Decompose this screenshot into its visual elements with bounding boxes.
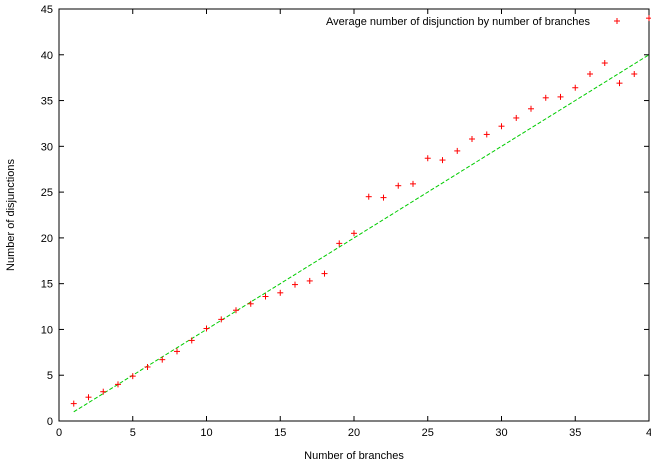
fit-line [73, 54, 650, 413]
data-point [144, 363, 151, 370]
data-point [469, 136, 475, 143]
data-point [203, 325, 210, 332]
data-point [646, 15, 651, 22]
x-tick-label: 35 [569, 427, 581, 439]
data-point [513, 114, 520, 121]
data-point [395, 182, 402, 189]
data-point [277, 289, 284, 296]
data-point [351, 230, 357, 237]
y-tick-label: 35 [41, 96, 53, 108]
y-tick-label: 30 [41, 141, 53, 153]
data-point [188, 337, 195, 344]
data-point [380, 194, 387, 201]
x-axis-label: Number of branches [304, 450, 404, 462]
legend-plus-icon [614, 18, 620, 24]
data-point [587, 71, 593, 78]
plot-frame [58, 8, 650, 422]
data-point [528, 105, 534, 112]
data-point [439, 157, 446, 164]
y-axis-label: Number of disjunctions [5, 159, 17, 271]
fit-line-group [73, 54, 650, 413]
data-point [306, 277, 313, 284]
y-tick-label: 5 [47, 370, 53, 382]
y-tick-label: 45 [41, 4, 53, 16]
data-point [557, 93, 564, 100]
data-point [483, 131, 490, 138]
data-point [424, 155, 431, 162]
data-point [365, 193, 372, 200]
data-point [336, 240, 343, 247]
x-tick-label: 0 [56, 427, 62, 439]
y-tick-label: 25 [41, 187, 53, 199]
data-point [454, 147, 461, 154]
y-tick-label: 20 [41, 233, 53, 245]
data-point [410, 180, 416, 187]
data-point [498, 123, 505, 130]
data-point [321, 270, 328, 277]
x-tick-label: 5 [130, 427, 136, 439]
x-tick-label: 25 [422, 427, 434, 439]
data-point [262, 293, 269, 300]
x-tick-label: 30 [495, 427, 507, 439]
data-point [129, 373, 136, 380]
data-point [174, 348, 180, 355]
data-point [85, 394, 92, 401]
x-tick-label: 10 [200, 427, 212, 439]
data-point [616, 80, 623, 87]
y-tick-label: 10 [41, 324, 53, 336]
data-point [601, 60, 608, 67]
data-point [159, 356, 166, 363]
data-point [247, 300, 254, 307]
x-tick-label: 4 [646, 427, 651, 439]
data-point [542, 94, 549, 101]
x-tick-label: 15 [274, 427, 286, 439]
axis-ticks [58, 8, 650, 422]
data-point [292, 281, 298, 288]
data-point [115, 381, 121, 388]
data-points [70, 15, 651, 407]
data-point [100, 388, 107, 395]
x-tick-label: 20 [348, 427, 360, 439]
data-point [218, 316, 225, 323]
data-point [631, 71, 638, 78]
data-point [572, 84, 579, 91]
y-tick-label: 40 [41, 50, 53, 62]
legend-marker [614, 18, 620, 24]
y-tick-label: 15 [41, 279, 53, 291]
data-point [70, 400, 77, 407]
data-point [233, 307, 239, 314]
legend-label: Average number of disjunction by number … [326, 16, 590, 28]
y-tick-label: 0 [47, 416, 53, 428]
